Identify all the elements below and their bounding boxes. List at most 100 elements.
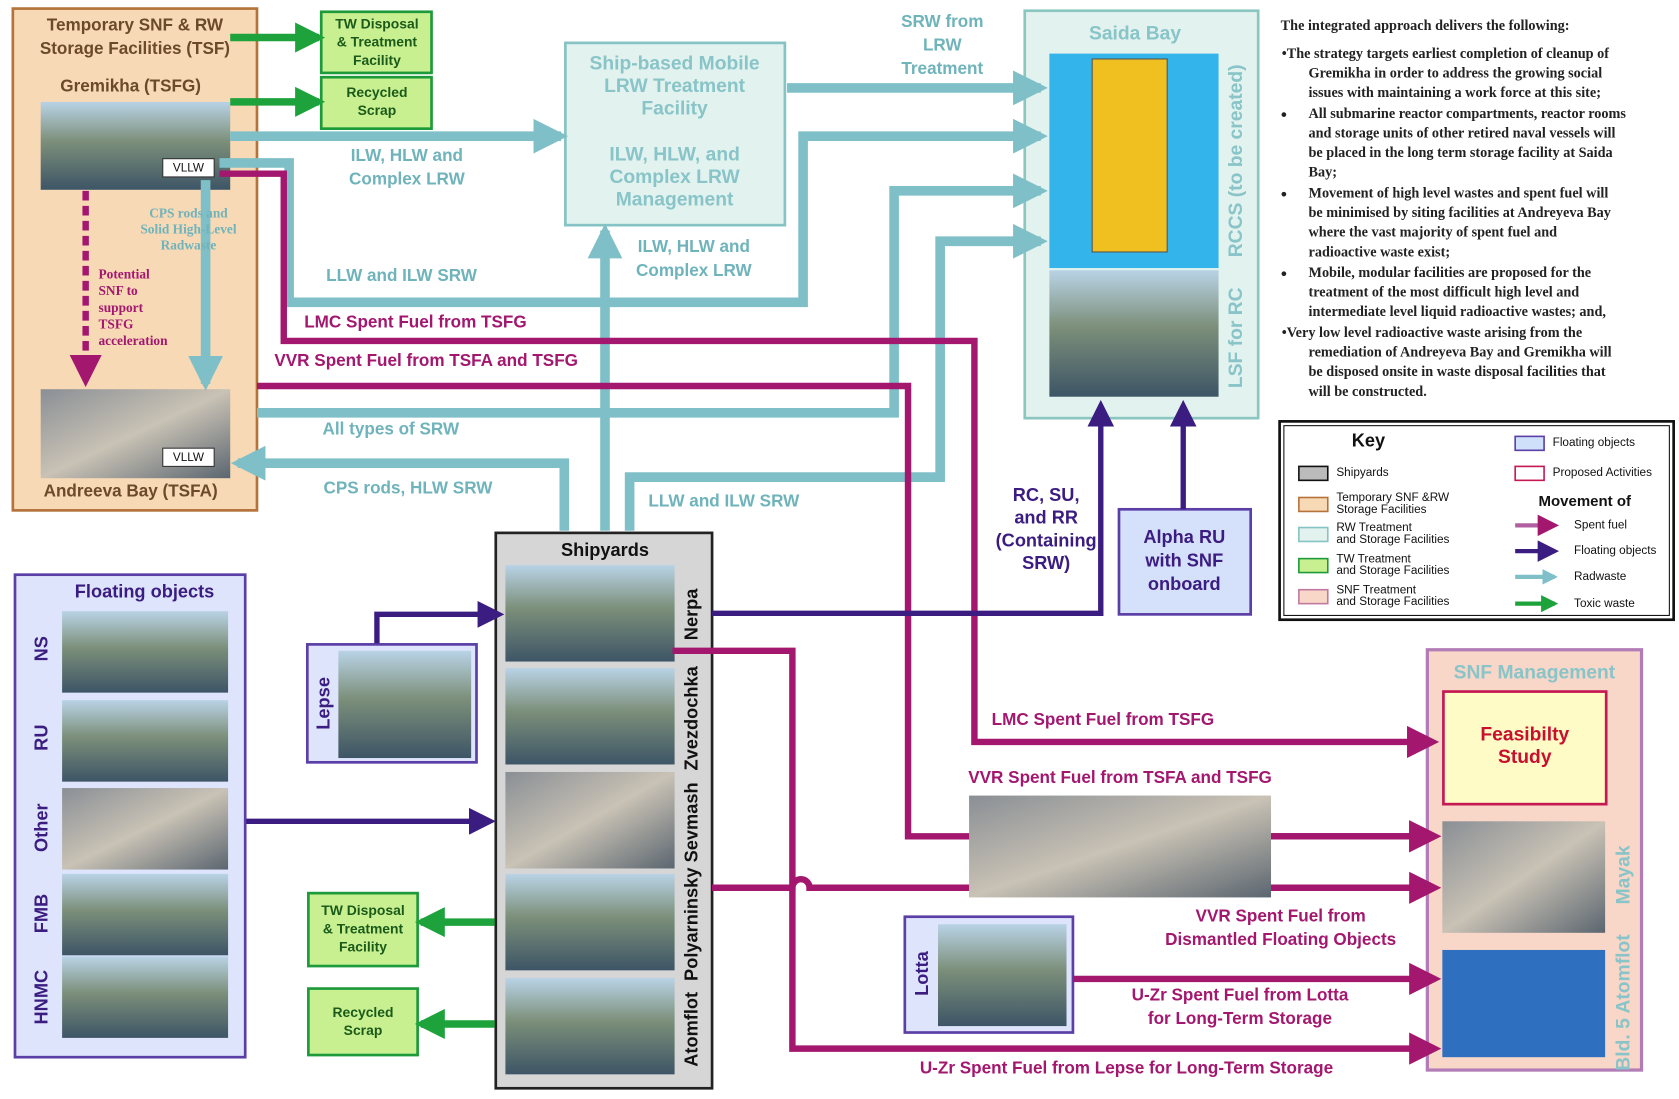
flow-label: All types of SRW [323, 418, 460, 438]
mobile-title: LRW Treatment [604, 76, 745, 97]
key-label: Radwaste [1574, 570, 1627, 583]
photo [338, 651, 471, 758]
flow-label: SRW from [901, 11, 983, 31]
key-label: and Storage Facilities [1336, 595, 1449, 608]
key-label: and Storage Facilities [1336, 533, 1449, 546]
note-line: Gremikha in order to address the growing… [1309, 66, 1603, 82]
photo [62, 700, 228, 781]
flow-label: (Containing [996, 530, 1097, 550]
notes-heading: The integrated approach delivers the fol… [1281, 18, 1570, 34]
floating-title: Floating objects [75, 582, 214, 602]
flow-label: ILW, HLW and [351, 145, 463, 165]
lepse-label: Lepse [313, 677, 333, 730]
key-swatch [1299, 590, 1328, 604]
floating-item: RU [32, 725, 52, 751]
flow-label: and RR [1014, 508, 1078, 528]
atomflot-photo [1442, 950, 1605, 1057]
floating-item: HNMC [32, 970, 52, 1025]
flow-label: LMC Spent Fuel from TSFG [992, 709, 1214, 729]
flow-label: LMC Spent Fuel from TSFG [304, 311, 526, 331]
lsf-label: LSF for RC [1226, 287, 1247, 388]
key-title: Key [1352, 431, 1386, 451]
note-line: All submarine reactor compartments, reac… [1309, 106, 1627, 122]
saida-title: Saida Bay [1089, 23, 1181, 44]
note-line: •The strategy targets earliest completio… [1282, 46, 1610, 62]
mobile-title: Facility [641, 98, 708, 119]
key-label: and Storage Facilities [1336, 564, 1449, 577]
key-swatch [1515, 436, 1544, 450]
flow-label: CPS rods, HLW SRW [324, 477, 494, 497]
floating-arrow [377, 614, 499, 643]
flow-label: VVR Spent Fuel from TSFA and TSFG [968, 767, 1272, 787]
flow-label: support [99, 300, 144, 315]
page: Temporary SNF & RWStorage Facilities (TS… [0, 0, 1679, 1099]
photo [969, 796, 1271, 898]
flow-label: CPS rods and [149, 206, 228, 221]
key-label: Shipyards [1336, 466, 1388, 479]
flow-label: LLW and ILW SRW [648, 490, 800, 510]
feasibility-label: Feasibilty [1480, 725, 1569, 746]
key-label: Floating objects [1553, 436, 1635, 449]
flow-label: ILW, HLW and [638, 236, 750, 256]
photo [62, 874, 228, 955]
note-line: be disposed onsite in waste disposal fac… [1309, 364, 1606, 380]
key-swatch [1299, 559, 1328, 573]
lotta-label: Lotta [912, 950, 932, 995]
key-label: Spent fuel [1574, 518, 1627, 531]
flow-label: Potential [99, 267, 151, 282]
mobile-subtitle: Complex LRW [610, 167, 741, 188]
photo [62, 956, 228, 1037]
shipyard-name: Polyarninsky [682, 867, 702, 981]
photo [505, 978, 674, 1074]
photo [505, 668, 674, 764]
green-box-label: & Treatment [337, 34, 418, 50]
photo [505, 772, 674, 868]
shipyards-title: Shipyards [561, 540, 649, 560]
flow-label: Treatment [901, 58, 983, 78]
key-swatch [1299, 466, 1328, 480]
saida-structure [1092, 59, 1167, 252]
shipyard-name: Zvezdochka [682, 665, 702, 770]
floating-item: Other [32, 803, 52, 852]
atomflot-label: Bld. 5 Atomflot [1613, 934, 1634, 1071]
diagram: Temporary SNF & RWStorage Facilities (TS… [0, 0, 1679, 1099]
mobile-subtitle: ILW, HLW, and [609, 145, 739, 166]
note-line: Bay; [1309, 165, 1337, 181]
photo [62, 788, 228, 869]
green-box-label: TW Disposal [335, 15, 418, 31]
flow-label: Solid High-Level [140, 222, 236, 237]
note-line: where the vast majority of spent fuel an… [1309, 225, 1558, 241]
flow-label: Complex LRW [636, 260, 753, 280]
key-swatch [1299, 497, 1328, 511]
photo [62, 611, 228, 692]
flow-label: TSFG [99, 316, 135, 331]
photo [1049, 270, 1218, 397]
key-label: Proposed Activities [1553, 466, 1652, 479]
key-label: Storage Facilities [1336, 503, 1426, 516]
feasibility-label: Study [1498, 747, 1552, 768]
key-label: Floating objects [1574, 544, 1656, 557]
shipyard-name: Sevmash [682, 782, 702, 862]
flow-label: for Long-Term Storage [1148, 1008, 1332, 1028]
note-line: and storage units of other retired naval… [1309, 125, 1616, 141]
mobile-title: Ship-based Mobile [590, 53, 760, 74]
green-box-label: Scrap [344, 1022, 383, 1038]
flow-label: Complex LRW [349, 169, 466, 189]
photo [505, 874, 674, 970]
note-line: issues with maintaining a work force at … [1309, 85, 1601, 101]
photo [938, 924, 1066, 1026]
mayak-label: Mayak [1613, 845, 1634, 904]
key-movement-title: Movement of [1539, 493, 1632, 510]
green-box-label: Recycled [346, 84, 407, 100]
note-line: intermediate level liquid radioactive wa… [1309, 304, 1607, 320]
key-swatch [1299, 528, 1328, 542]
tsf-title: Storage Facilities (TSF) [40, 38, 230, 58]
note-line: •Very low level radioactive waste arisin… [1282, 325, 1582, 341]
green-box-label: Facility [339, 938, 387, 954]
mobile-subtitle: Management [616, 190, 734, 211]
photo [505, 565, 674, 661]
shipyard-name: Nerpa [682, 588, 702, 641]
green-box-label: Facility [353, 52, 401, 68]
floating-item: FMB [32, 894, 52, 933]
vllw-label: VLLW [173, 161, 205, 174]
